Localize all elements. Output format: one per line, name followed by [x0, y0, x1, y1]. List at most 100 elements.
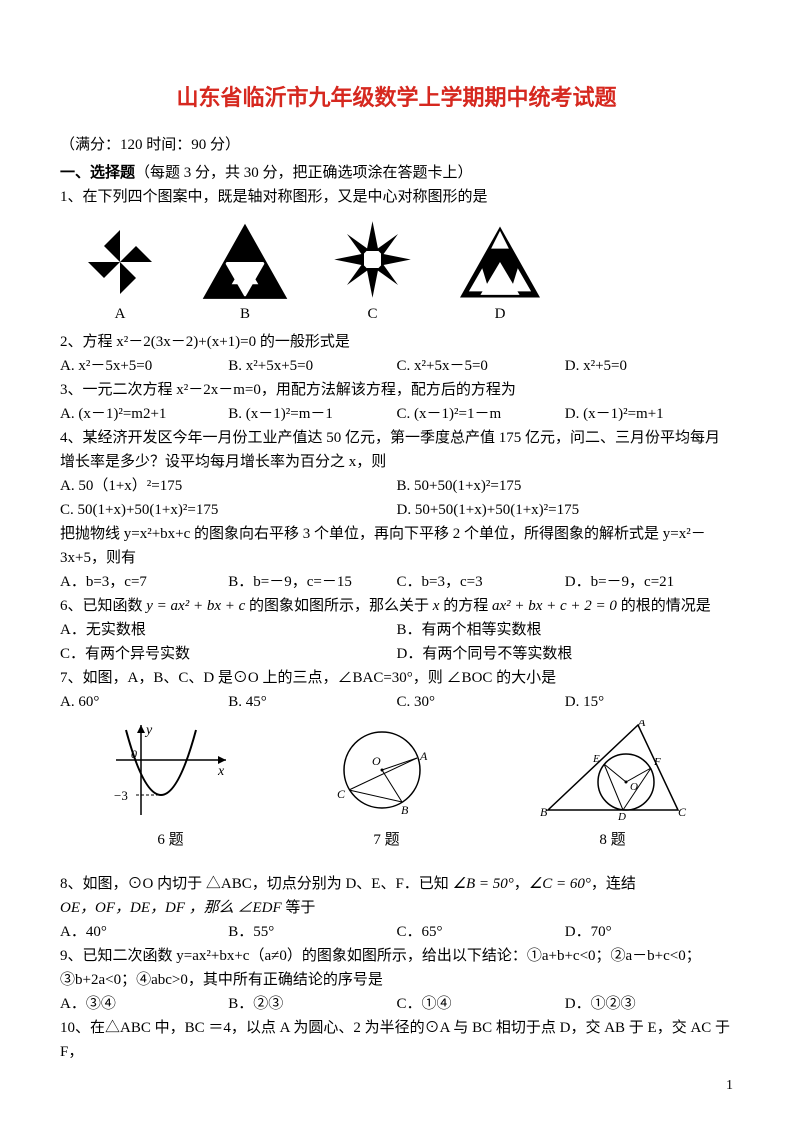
q8-line1: 8、如图，⊙O 内切于 △ABC，切点分别为 D、E、F．已知 ∠B = 50°… [60, 872, 733, 896]
svg-text:C: C [337, 787, 346, 801]
triangle-hollow-icon [455, 222, 545, 302]
q8-tri: △ABC [206, 876, 252, 892]
q6-opt-b: B．有两个相等实数根 [397, 618, 734, 642]
q4-opt-c: C. 50(1+x)+50(1+x)²=175 [60, 498, 397, 522]
q2-options: A. x²－5x+5=0 B. x²+5x+5=0 C. x²+5x－5=0 D… [60, 354, 733, 378]
q6-mid: 的图象如图所示，那么关于 [249, 598, 429, 614]
q8-angEDF: ∠EDF [237, 900, 281, 916]
q6-opt-d: D．有两个同号不等实数根 [397, 642, 734, 666]
q2-opt-b: B. x²+5x+5=0 [228, 354, 396, 378]
q9-opt-b: B．②③ [228, 992, 396, 1016]
q8-l2pre: OE，OF，DE，DF ，那么 [60, 900, 237, 916]
q1-label-b: B [200, 302, 290, 326]
q8-pre: 8、如图， [60, 876, 128, 892]
q5-opt-d: D．b=－9，c=21 [565, 570, 733, 594]
q4-opt-b: B. 50+50(1+x)²=175 [397, 474, 734, 498]
q6-eq2: ax² + bx + c + 2 = 0 [492, 598, 617, 614]
q7-opt-a: A. 60° [60, 690, 228, 714]
q8-opt-b: B．55° [228, 920, 396, 944]
q1-fig-c: C [330, 217, 415, 326]
q6-opt-c: C．有两个异号实数 [60, 642, 397, 666]
q7-options: A. 60° B. 45° C. 30° D. 15° [60, 690, 733, 714]
q10-text: 10、在△ABC 中，BC ＝4，以点 A 为圆心、2 为半径的⊙A 与 BC … [60, 1016, 733, 1064]
exam-meta: （满分：120 时间：90 分） [60, 133, 733, 157]
q6-mid2: 的方程 [443, 598, 488, 614]
q5-opt-c: C．b=3，c=3 [397, 570, 565, 594]
svg-text:B: B [540, 805, 548, 819]
q6-text: 6、已知函数 y = ax² + bx + c 的图象如图所示，那么关于 x 的… [60, 594, 733, 618]
spacer [60, 858, 733, 872]
q8-options: A．40° B．55° C．65° D．70° [60, 920, 733, 944]
q7-opt-c: C. 30° [397, 690, 565, 714]
svg-text:C: C [678, 805, 687, 819]
q8-opt-d: D．70° [565, 920, 733, 944]
fig-7: O A B C 7 题 [327, 720, 447, 852]
q3-opt-c: C. (x－1)²=1－m [397, 402, 565, 426]
q8-angC: ∠C = 60° [529, 876, 591, 892]
fig-6: 0 x y −3 6 题 [106, 720, 236, 852]
q8-mid: 内切于 [153, 876, 206, 892]
q6-pre: 6、已知函数 [60, 598, 143, 614]
q7-text: 7、如图，A，B、C、D 是⊙O 上的三点，∠BAC=30°，则 ∠BOC 的大… [60, 666, 733, 690]
q7-opt-d: D. 15° [565, 690, 733, 714]
q3-opt-d: D. (x－1)²=m+1 [565, 402, 733, 426]
q4-options: A. 50（1+x）²=175 B. 50+50(1+x)²=175 C. 50… [60, 474, 733, 522]
svg-text:x: x [217, 764, 225, 779]
parabola-graph-icon: 0 x y −3 [106, 720, 236, 820]
page-title: 山东省临沂市九年级数学上学期期中统考试题 [60, 80, 733, 115]
section-1-heading: 一、选择题（每题 3 分，共 30 分，把正确选项涂在答题卡上） [60, 161, 733, 185]
q3-opt-b: B. (x－1)²=m－1 [228, 402, 396, 426]
fig-8-label: 8 题 [538, 828, 688, 852]
svg-text:A: A [637, 720, 646, 729]
q9-opt-c: C．①④ [397, 992, 565, 1016]
exam-page: 山东省临沂市九年级数学上学期期中统考试题 （满分：120 时间：90 分） 一、… [0, 0, 793, 1122]
q8-line2: OE，OF，DE，DF ，那么 ∠EDF 等于 [60, 896, 733, 920]
q3-opt-a: A. (x－1)²=m2+1 [60, 402, 228, 426]
q1-label-c: C [330, 302, 415, 326]
q8-opt-a: A．40° [60, 920, 228, 944]
q3-options: A. (x－1)²=m2+1 B. (x－1)²=m－1 C. (x－1)²=1… [60, 402, 733, 426]
q1-label-d: D [455, 302, 545, 326]
svg-text:O: O [372, 754, 381, 768]
q8-opt-c: C．65° [397, 920, 565, 944]
q7-opt-b: B. 45° [228, 690, 396, 714]
q2-opt-c: C. x²+5x－5=0 [397, 354, 565, 378]
q9-opt-d: D．①②③ [565, 992, 733, 1016]
q6-x: x [433, 598, 440, 614]
mid-figures: 0 x y −3 6 题 O A B C 7 题 [60, 720, 733, 852]
q8-comma: ， [514, 876, 529, 892]
svg-text:D: D [617, 811, 626, 820]
q1-figures: A B [80, 217, 733, 326]
svg-text:O: O [630, 781, 638, 793]
q1-fig-d: D [455, 222, 545, 326]
q3-text: 3、一元二次方程 x²－2x－m=0，用配方法解该方程，配方后的方程为 [60, 378, 733, 402]
fig-8: O A B C D E F 8 题 [538, 720, 688, 852]
page-number: 1 [726, 1075, 733, 1097]
q4-opt-d: D. 50+50(1+x)+50(1+x)²=175 [397, 498, 734, 522]
section-1-title: 一、选择题 [60, 165, 135, 181]
q8-end: ，连结 [591, 876, 636, 892]
fig-7-label: 7 题 [327, 828, 447, 852]
q8-post: ，切点分别为 D、E、F．已知 [252, 876, 453, 892]
svg-text:y: y [144, 723, 153, 738]
q6-options: A．无实数根 B．有两个相等实数根 C．有两个异号实数 D．有两个同号不等实数根 [60, 618, 733, 666]
q2-opt-d: D. x²+5=0 [565, 354, 733, 378]
incircle-triangle-icon: O A B C D E F [538, 720, 688, 820]
fig-6-label: 6 题 [106, 828, 236, 852]
q2-text: 2、方程 x²－2(3x－2)+(x+1)=0 的一般形式是 [60, 330, 733, 354]
q2-opt-a: A. x²－5x+5=0 [60, 354, 228, 378]
q6-opt-a: A．无实数根 [60, 618, 397, 642]
circle-inscribed-icon: O A B C [327, 720, 447, 820]
svg-text:B: B [401, 803, 409, 817]
svg-text:A: A [419, 749, 428, 763]
q8-angB: ∠B = 50° [453, 876, 514, 892]
pinwheel-icon [80, 222, 160, 302]
q9-options: A．③④ B．②③ C．①④ D．①②③ [60, 992, 733, 1016]
q8-l2post: 等于 [282, 900, 316, 916]
svg-text:−3: −3 [114, 788, 128, 803]
q1-fig-a: A [80, 222, 160, 326]
svg-text:F: F [653, 756, 661, 768]
section-1-note: （每题 3 分，共 30 分，把正确选项涂在答题卡上） [135, 165, 473, 181]
q4-opt-a: A. 50（1+x）²=175 [60, 474, 397, 498]
q5-text: 把抛物线 y=x²+bx+c 的图象向右平移 3 个单位，再向下平移 2 个单位… [60, 522, 733, 570]
